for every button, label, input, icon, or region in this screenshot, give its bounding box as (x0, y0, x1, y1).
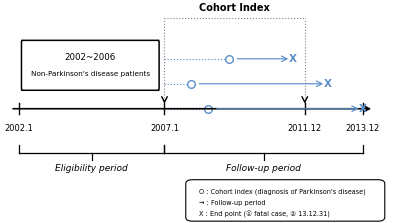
Text: X : End point (① fatal case, ② 13.12.31): X : End point (① fatal case, ② 13.12.31) (199, 211, 330, 218)
Text: X: X (324, 79, 332, 89)
Text: 2013.12: 2013.12 (346, 124, 380, 133)
Text: → : Follow-up period: → : Follow-up period (199, 200, 266, 206)
Text: 2002~2006: 2002~2006 (65, 53, 116, 62)
Text: Follow-up period: Follow-up period (226, 164, 301, 173)
Text: 2011.12: 2011.12 (288, 124, 322, 133)
Text: X: X (288, 54, 296, 64)
Text: 2002.1: 2002.1 (4, 124, 34, 133)
Text: Cohort Index: Cohort Index (199, 3, 270, 13)
Text: X: X (359, 104, 367, 114)
Text: 2007.1: 2007.1 (150, 124, 179, 133)
FancyBboxPatch shape (186, 180, 385, 221)
Text: Eligibility period: Eligibility period (55, 164, 128, 173)
Text: Non-Parkinson's disease patients: Non-Parkinson's disease patients (31, 71, 150, 77)
FancyBboxPatch shape (22, 40, 159, 90)
Text: O : Cohort index (diagnosis of Parkinson's disease): O : Cohort index (diagnosis of Parkinson… (199, 188, 366, 195)
